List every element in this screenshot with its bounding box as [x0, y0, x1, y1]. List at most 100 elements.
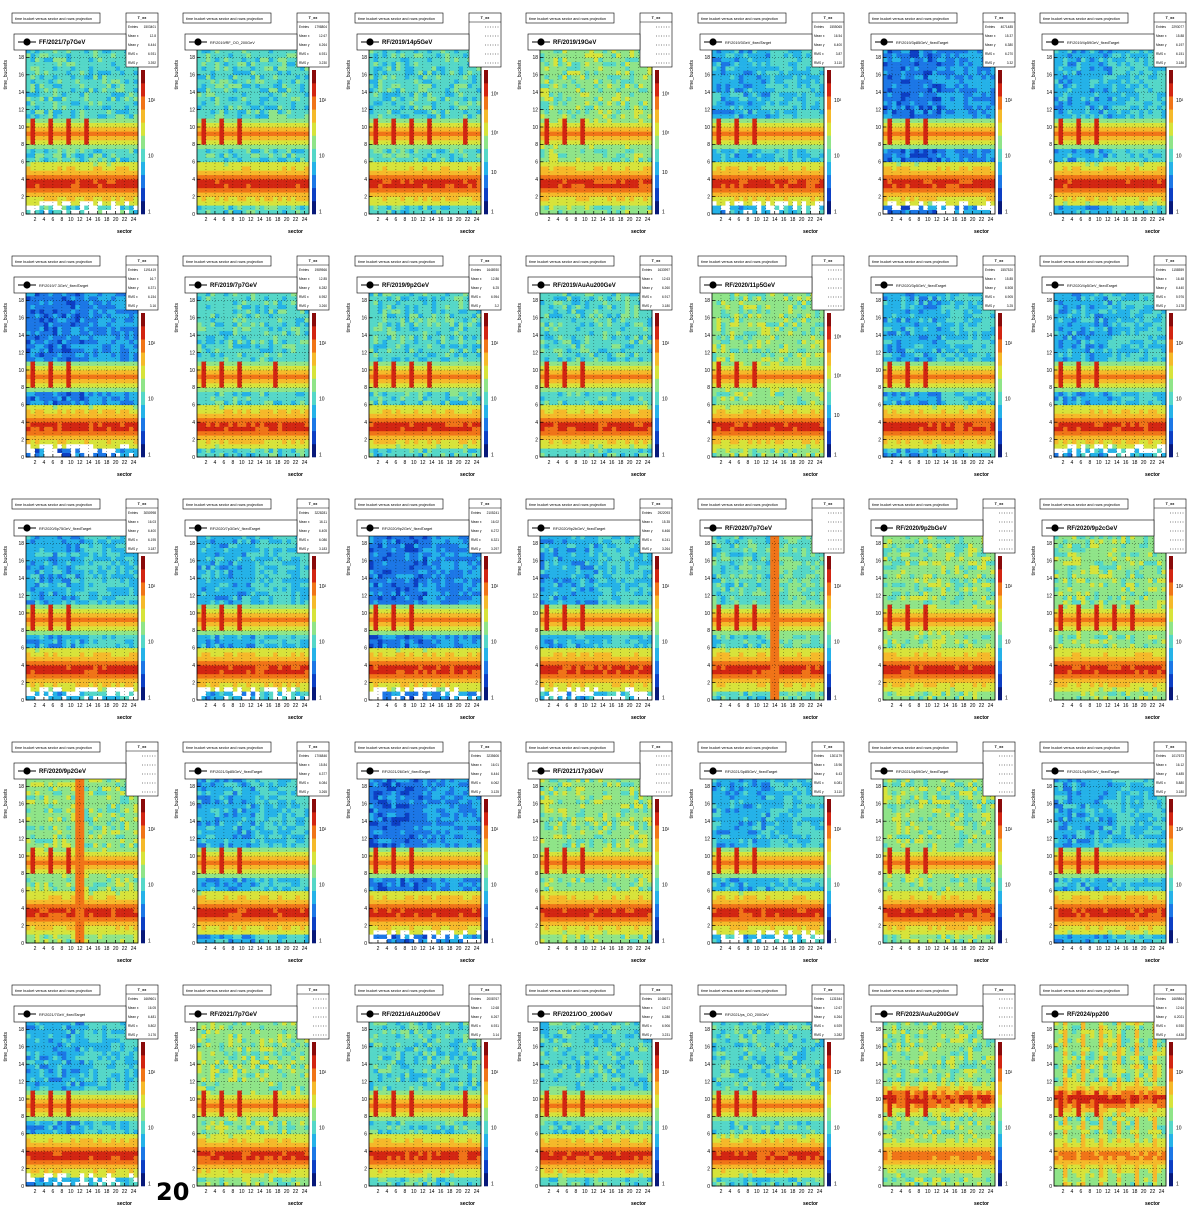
heatmap-cell: [648, 127, 653, 132]
heatmap-cell: [639, 171, 644, 176]
heatmap-cell: [554, 79, 559, 84]
heatmap-cell: [296, 136, 301, 141]
heatmap-cell: [265, 66, 270, 71]
heatmap-cell: [743, 149, 748, 154]
heatmap-cell: [382, 153, 387, 158]
heatmap-cell: [260, 149, 265, 154]
heatmap-cell: [62, 53, 67, 58]
heatmap-cell: [761, 171, 766, 176]
heatmap-cell: [26, 101, 31, 106]
heatmap-cell: [274, 62, 279, 67]
heatmap-cell: [712, 53, 717, 58]
heatmap-cell: [612, 192, 617, 197]
heatmap-cell: [418, 70, 423, 75]
heatmap-cell: [378, 192, 383, 197]
heatmap-cell: [458, 66, 463, 71]
heatmap-cell: [445, 153, 450, 158]
heatmap-cell: [373, 153, 378, 158]
heatmap-cell: [589, 157, 594, 162]
heatmap-cell: [567, 157, 572, 162]
heatmap-cell: [567, 53, 572, 58]
heatmap-cell: [265, 79, 270, 84]
heatmap-cell: [572, 171, 577, 176]
heatmap-cell: [202, 57, 207, 62]
heatmap-cell: [427, 84, 432, 89]
heatmap-cell: [427, 92, 432, 97]
heatmap-cell: [621, 127, 626, 132]
heatmap-cell: [107, 175, 112, 180]
heatmap-cell: [251, 192, 256, 197]
heatmap-cell: [197, 62, 202, 67]
heatmap-cell: [211, 114, 216, 119]
heatmap-cell: [756, 136, 761, 141]
heatmap-cell: [89, 88, 94, 93]
color-scale-step: [312, 201, 316, 214]
stats-box: [640, 13, 672, 67]
heatmap-cell: [120, 179, 125, 184]
heatmap-cell: [643, 140, 648, 145]
heatmap-cell: [774, 205, 779, 210]
heatmap-svg: 2468101214161820222402468101214161820sec…: [514, 6, 685, 248]
heatmap-cell: [414, 201, 419, 206]
heatmap-cell: [283, 144, 288, 149]
heatmap-cell: [454, 84, 459, 89]
heatmap-cell: [391, 127, 396, 132]
heatmap-cell: [80, 140, 85, 145]
heatmap-cell: [387, 66, 392, 71]
heatmap-cell: [134, 105, 139, 110]
heatmap-cell: [476, 179, 481, 184]
heatmap-cell: [269, 157, 274, 162]
heatmap-cell: [554, 197, 559, 202]
heatmap-cell: [563, 79, 568, 84]
heatmap-cell: [594, 140, 599, 145]
heatmap-cell: [26, 92, 31, 97]
heatmap-cell: [756, 162, 761, 167]
heatmap-cell: [229, 166, 234, 171]
heatmap-cell: [625, 127, 630, 132]
heatmap-cell: [134, 149, 139, 154]
heatmap-cell: [576, 149, 581, 154]
heatmap-cell: [80, 101, 85, 106]
heatmap-cell: [26, 62, 31, 67]
heatmap-cell: [62, 136, 67, 141]
heatmap-cell: [53, 62, 58, 67]
heatmap-cell: [743, 84, 748, 89]
heatmap-cell: [725, 75, 730, 80]
heatmap-cell: [382, 97, 387, 102]
heatmap-cell: [463, 97, 468, 102]
heatmap-cell: [278, 157, 283, 162]
x-tick-label: 6: [566, 217, 569, 223]
heatmap-cell: [734, 92, 739, 97]
heatmap-cell: [725, 131, 730, 136]
heatmap-cell: [738, 70, 743, 75]
heatmap-cell: [585, 179, 590, 184]
heatmap-cell: [39, 53, 44, 58]
heatmap-cell: [576, 197, 581, 202]
heatmap-cell: [134, 123, 139, 128]
heatmap-cell: [734, 149, 739, 154]
heatmap-cell: [296, 88, 301, 93]
heatmap-cell: [567, 114, 572, 119]
heatmap-cell: [549, 144, 554, 149]
heatmap-cell: [761, 105, 766, 110]
heatmap-cell: [756, 97, 761, 102]
heatmap-cell: [716, 70, 721, 75]
x-tick-label: 12: [248, 217, 254, 223]
heatmap-cell: [440, 123, 445, 128]
heatmap-cell: [721, 114, 726, 119]
heatmap-cell: [283, 179, 288, 184]
heatmap-cell: [567, 70, 572, 75]
heatmap-cell: [102, 131, 107, 136]
heatmap-cell: [305, 101, 310, 106]
heatmap-cell: [30, 79, 35, 84]
heatmap-cell: [567, 201, 572, 206]
heatmap-cell: [405, 192, 410, 197]
heatmap-cell: [111, 118, 116, 123]
heatmap-cell: [765, 114, 770, 119]
heatmap-cell: [458, 162, 463, 167]
heatmap-cell: [621, 70, 626, 75]
heatmap-cell: [449, 175, 454, 180]
y-axis-label: time_buckets: [3, 60, 9, 90]
heatmap-cell: [98, 184, 103, 189]
heatmap-cell: [476, 105, 481, 110]
